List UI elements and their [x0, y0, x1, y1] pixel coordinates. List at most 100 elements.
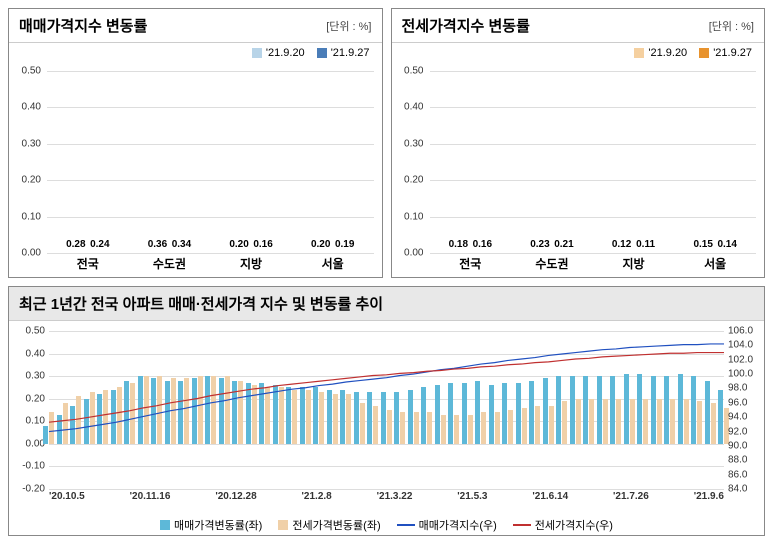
y-tick-left: 0.40	[26, 348, 45, 359]
y-tick-right: 98.0	[728, 383, 747, 394]
trend-line	[49, 353, 724, 423]
trend-line	[49, 344, 724, 432]
y-tick-left: -0.20	[22, 484, 45, 495]
bar-value-label: 0.20	[311, 239, 330, 250]
jeonse-chart-area: '21.9.20 '21.9.27 0.00 0.10 0.20 0.30 0.40 0.5…	[392, 43, 765, 277]
y-tick-label: 0.10	[404, 211, 423, 222]
legend-label: '21.9.27	[713, 47, 752, 59]
legend-swatch	[252, 48, 262, 58]
legend-label: '21.9.20	[266, 47, 305, 59]
x-category-label: 수도권	[511, 255, 593, 275]
y-tick-right: 92.0	[728, 426, 747, 437]
jeonse-chart-unit: [단위 : %]	[709, 18, 754, 34]
legend-item: 전세가격변동률(좌)	[278, 517, 380, 533]
trend-chart-title: 최근 1년간 전국 아파트 매매·전세가격 지수 및 변동률 추이	[19, 293, 383, 314]
trend-lines-svg	[49, 331, 724, 489]
legend-item: 매매가격변동률(좌)	[160, 517, 262, 533]
y-tick-left: 0.50	[26, 326, 45, 337]
legend-label: 전세가격변동률(좌)	[292, 517, 380, 533]
y-tick-left: 0.20	[26, 393, 45, 404]
legend-swatch	[160, 520, 170, 530]
legend-label: 매매가격변동률(좌)	[174, 517, 262, 533]
y-tick-label: 0.50	[404, 66, 423, 77]
legend-label: '21.9.27	[331, 47, 370, 59]
bar-value-label: 0.15	[693, 239, 712, 250]
jeonse-price-index-panel: 전세가격지수 변동률 [단위 : %] '21.9.20 '21.9.27 0.0…	[391, 8, 766, 278]
y-tick-label: 0.10	[22, 211, 41, 222]
bar-value-label: 0.16	[253, 239, 272, 250]
gridline	[47, 144, 374, 145]
jeonse-legend: '21.9.20 '21.9.27	[634, 47, 752, 59]
bar-value-label: 0.34	[172, 239, 191, 250]
legend-swatch	[699, 48, 709, 58]
gridline	[430, 107, 757, 108]
y-tick-label: 0.50	[22, 66, 41, 77]
x-category-label: 지방	[210, 255, 292, 275]
bar-value-label: 0.23	[530, 239, 549, 250]
trend-chart-area: -0.20-0.100.000.100.200.300.400.50 84.08…	[9, 321, 764, 535]
legend-label: 전세가격지수(우)	[535, 517, 613, 533]
y-tick-right: 84.0	[728, 484, 747, 495]
y-tick-label: 0.20	[22, 175, 41, 186]
y-tick-label: 0.20	[404, 175, 423, 186]
sales-legend: '21.9.20 '21.9.27	[252, 47, 370, 59]
bar-value-label: 0.36	[148, 239, 167, 250]
legend-item: 매매가격지수(우)	[397, 517, 497, 533]
y-tick-label: 0.00	[22, 248, 41, 259]
x-category-label: 지방	[593, 255, 675, 275]
bar-value-label: 0.16	[473, 239, 492, 250]
legend-swatch	[634, 48, 644, 58]
y-tick-right: 100.0	[728, 369, 753, 380]
x-category-label: 전국	[47, 255, 129, 275]
x-category-label: 서울	[674, 255, 756, 275]
y-tick-right: 88.0	[728, 455, 747, 466]
legend-item: '21.9.20	[252, 47, 305, 59]
x-tick-label: '21.9.6	[694, 491, 724, 507]
y-tick-label: 0.00	[404, 248, 423, 259]
bar-value-label: 0.21	[554, 239, 573, 250]
x-tick-label: '21.2.8	[302, 491, 332, 507]
y-tick-left: 0.30	[26, 371, 45, 382]
y-tick-right: 90.0	[728, 440, 747, 451]
y-tick-right: 94.0	[728, 412, 747, 423]
legend-line-icon	[397, 524, 415, 526]
legend-item: '21.9.20	[634, 47, 687, 59]
y-tick-label: 0.30	[22, 138, 41, 149]
gridline	[47, 217, 374, 218]
bar-value-label: 0.24	[90, 239, 109, 250]
gridline	[47, 253, 374, 254]
y-tick-label: 0.30	[404, 138, 423, 149]
x-tick-label: '20.12.28	[215, 491, 256, 507]
bar-value-label: 0.18	[449, 239, 468, 250]
x-tick-label: '21.6.14	[532, 491, 568, 507]
legend-item: '21.9.27	[317, 47, 370, 59]
legend-label: '21.9.20	[648, 47, 687, 59]
legend-label: 매매가격지수(우)	[419, 517, 497, 533]
x-tick-label: '20.10.5	[49, 491, 85, 507]
y-tick-right: 102.0	[728, 354, 753, 365]
x-tick-label: '20.11.16	[130, 491, 171, 507]
y-tick-label: 0.40	[404, 102, 423, 113]
gridline	[430, 217, 757, 218]
x-tick-label: '21.5.3	[457, 491, 487, 507]
sales-chart-unit: [단위 : %]	[326, 18, 371, 34]
legend-swatch	[278, 520, 288, 530]
bar-value-label: 0.14	[717, 239, 736, 250]
gridline	[47, 180, 374, 181]
y-tick-left: -0.10	[22, 461, 45, 472]
bar-value-label: 0.20	[229, 239, 248, 250]
gridline	[430, 144, 757, 145]
x-category-label: 수도권	[129, 255, 211, 275]
trend-bar	[43, 426, 48, 444]
x-tick-label: '21.7.26	[613, 491, 649, 507]
legend-item: '21.9.27	[699, 47, 752, 59]
x-tick-label: '21.3.22	[377, 491, 413, 507]
bar-value-label: 0.11	[636, 239, 655, 250]
bar-value-label: 0.12	[612, 239, 631, 250]
y-tick-right: 96.0	[728, 397, 747, 408]
y-tick-right: 86.0	[728, 469, 747, 480]
jeonse-chart-title: 전세가격지수 변동률	[402, 15, 530, 36]
y-tick-label: 0.40	[22, 102, 41, 113]
gridline	[430, 180, 757, 181]
legend-swatch	[317, 48, 327, 58]
